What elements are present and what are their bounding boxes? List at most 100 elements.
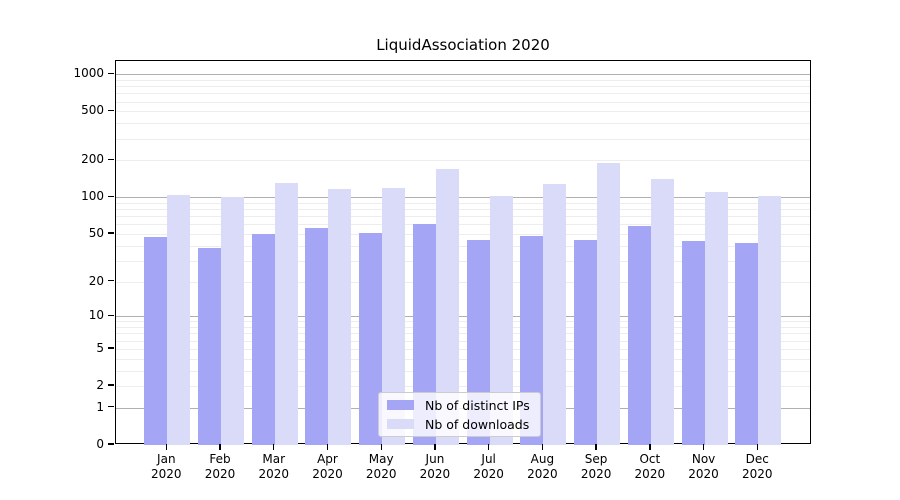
x-axis-tick-label: Jun 2020: [419, 452, 451, 481]
x-axis-tick-label: Sep 2020: [580, 452, 612, 481]
minor-gridline: [115, 245, 810, 247]
y-axis-tick-label: 0: [96, 437, 104, 451]
legend-label-distinct-ips: Nb of distinct IPs: [425, 397, 530, 413]
bar-downloads-jun: [435, 169, 459, 445]
minor-gridline: [115, 216, 810, 218]
y-axis-tick-label: 200: [81, 152, 104, 167]
y-axis-tick: [108, 195, 114, 198]
minor-gridline: [115, 202, 810, 204]
y-axis-tick: [108, 347, 114, 349]
y-axis-tick-label: 1: [96, 399, 104, 414]
y-axis-tick: [108, 314, 114, 317]
x-axis-tick: [219, 444, 221, 450]
minor-gridline: [115, 327, 810, 329]
bar-distinct-ips-dec: [735, 243, 759, 445]
bar-downloads-sep: [597, 163, 621, 445]
bar-downloads-apr: [328, 189, 352, 445]
bar-downloads-may: [382, 187, 406, 445]
y-axis-tick: [108, 443, 114, 445]
minor-gridline: [115, 370, 810, 372]
bar-downloads-feb: [221, 197, 245, 445]
bar-distinct-ips-jan: [144, 237, 168, 445]
bar-distinct-ips-sep: [574, 239, 598, 445]
x-axis-tick-label: May 2020: [365, 452, 397, 481]
x-axis-tick-label: Aug 2020: [527, 452, 558, 481]
y-axis-tick-label: 1000: [73, 66, 104, 81]
major-gridline: [115, 74, 810, 76]
legend-label-downloads: Nb of downloads: [425, 416, 530, 432]
y-axis-tick: [108, 109, 114, 112]
x-axis-tick: [702, 444, 705, 450]
major-gridline: [115, 197, 810, 199]
y-axis-tick: [108, 158, 114, 161]
minor-gridline: [115, 209, 810, 211]
minor-gridline: [115, 358, 810, 360]
x-axis-tick-label: Mar 2020: [258, 452, 290, 481]
x-axis-tick: [595, 444, 597, 450]
bar-downloads-mar: [274, 183, 298, 445]
minor-gridline: [115, 138, 810, 140]
legend-item-distinct-ips: Nb of distinct IPs: [387, 398, 532, 413]
legend-swatch-downloads-icon: [387, 419, 414, 429]
x-axis-tick: [380, 444, 382, 450]
x-axis-tick: [165, 444, 167, 450]
y-axis-tick: [108, 232, 114, 234]
bar-distinct-ips-oct: [627, 226, 651, 445]
x-axis-tick: [487, 444, 490, 450]
minor-gridline: [115, 234, 810, 236]
minor-gridline: [115, 79, 810, 81]
y-axis-tick: [108, 72, 114, 74]
minor-gridline: [115, 111, 810, 113]
y-axis-tick: [108, 406, 114, 408]
x-axis-tick-label: Feb 2020: [204, 452, 236, 481]
y-axis-tick-label: 2: [96, 378, 104, 393]
minor-gridline: [115, 93, 810, 95]
x-axis-tick-label: Dec 2020: [742, 452, 773, 481]
legend-item-downloads: Nb of downloads: [387, 417, 532, 432]
bar-downloads-nov: [704, 192, 728, 445]
y-axis-tick-label: 5: [96, 340, 104, 355]
minor-gridline: [115, 160, 810, 162]
x-axis-tick: [649, 444, 651, 450]
minor-gridline: [115, 340, 810, 342]
minor-gridline: [115, 86, 810, 88]
major-gridline: [115, 316, 810, 318]
y-axis-tick-label: 20: [88, 273, 104, 288]
x-axis-tick-label: Nov 2020: [688, 452, 719, 481]
y-axis-tick-label: 100: [81, 189, 104, 204]
legend: Nb of distinct IPs Nb of downloads: [378, 392, 541, 437]
minor-gridline: [115, 224, 810, 226]
bar-distinct-ips-mar: [251, 234, 275, 445]
x-axis-tick-label: Oct 2020: [634, 452, 666, 481]
chart-title: LiquidAssociation 2020: [376, 36, 550, 54]
x-axis-tick-label: Jul 2020: [473, 452, 504, 481]
plot-area: [114, 59, 811, 445]
x-axis-tick: [326, 444, 329, 450]
bar-downloads-jan: [167, 194, 191, 445]
legend-swatch-distinct-ips-icon: [387, 400, 414, 410]
minor-gridline: [115, 321, 810, 323]
bar-distinct-ips-feb: [198, 248, 222, 445]
minor-gridline: [115, 101, 810, 103]
x-axis-tick: [273, 444, 275, 450]
minor-gridline: [115, 123, 810, 125]
bar-distinct-ips-nov: [681, 240, 705, 445]
minor-gridline: [115, 333, 810, 335]
y-axis-tick-label: 10: [88, 308, 104, 323]
bar-downloads-oct: [650, 179, 674, 445]
bar-downloads-jul: [489, 196, 513, 445]
bar-downloads-aug: [543, 184, 567, 445]
y-axis-tick: [108, 279, 114, 282]
minor-gridline: [115, 348, 810, 350]
minor-gridline: [115, 260, 810, 262]
minor-gridline: [115, 386, 810, 388]
x-axis-tick: [756, 444, 758, 450]
bar-distinct-ips-may: [359, 232, 383, 445]
minor-gridline: [115, 281, 810, 283]
bar-distinct-ips-apr: [305, 228, 329, 445]
x-axis-tick: [541, 444, 544, 450]
x-axis-tick-label: Jan 2020: [151, 452, 182, 481]
y-axis-tick: [108, 384, 114, 386]
x-axis-tick: [434, 444, 436, 450]
